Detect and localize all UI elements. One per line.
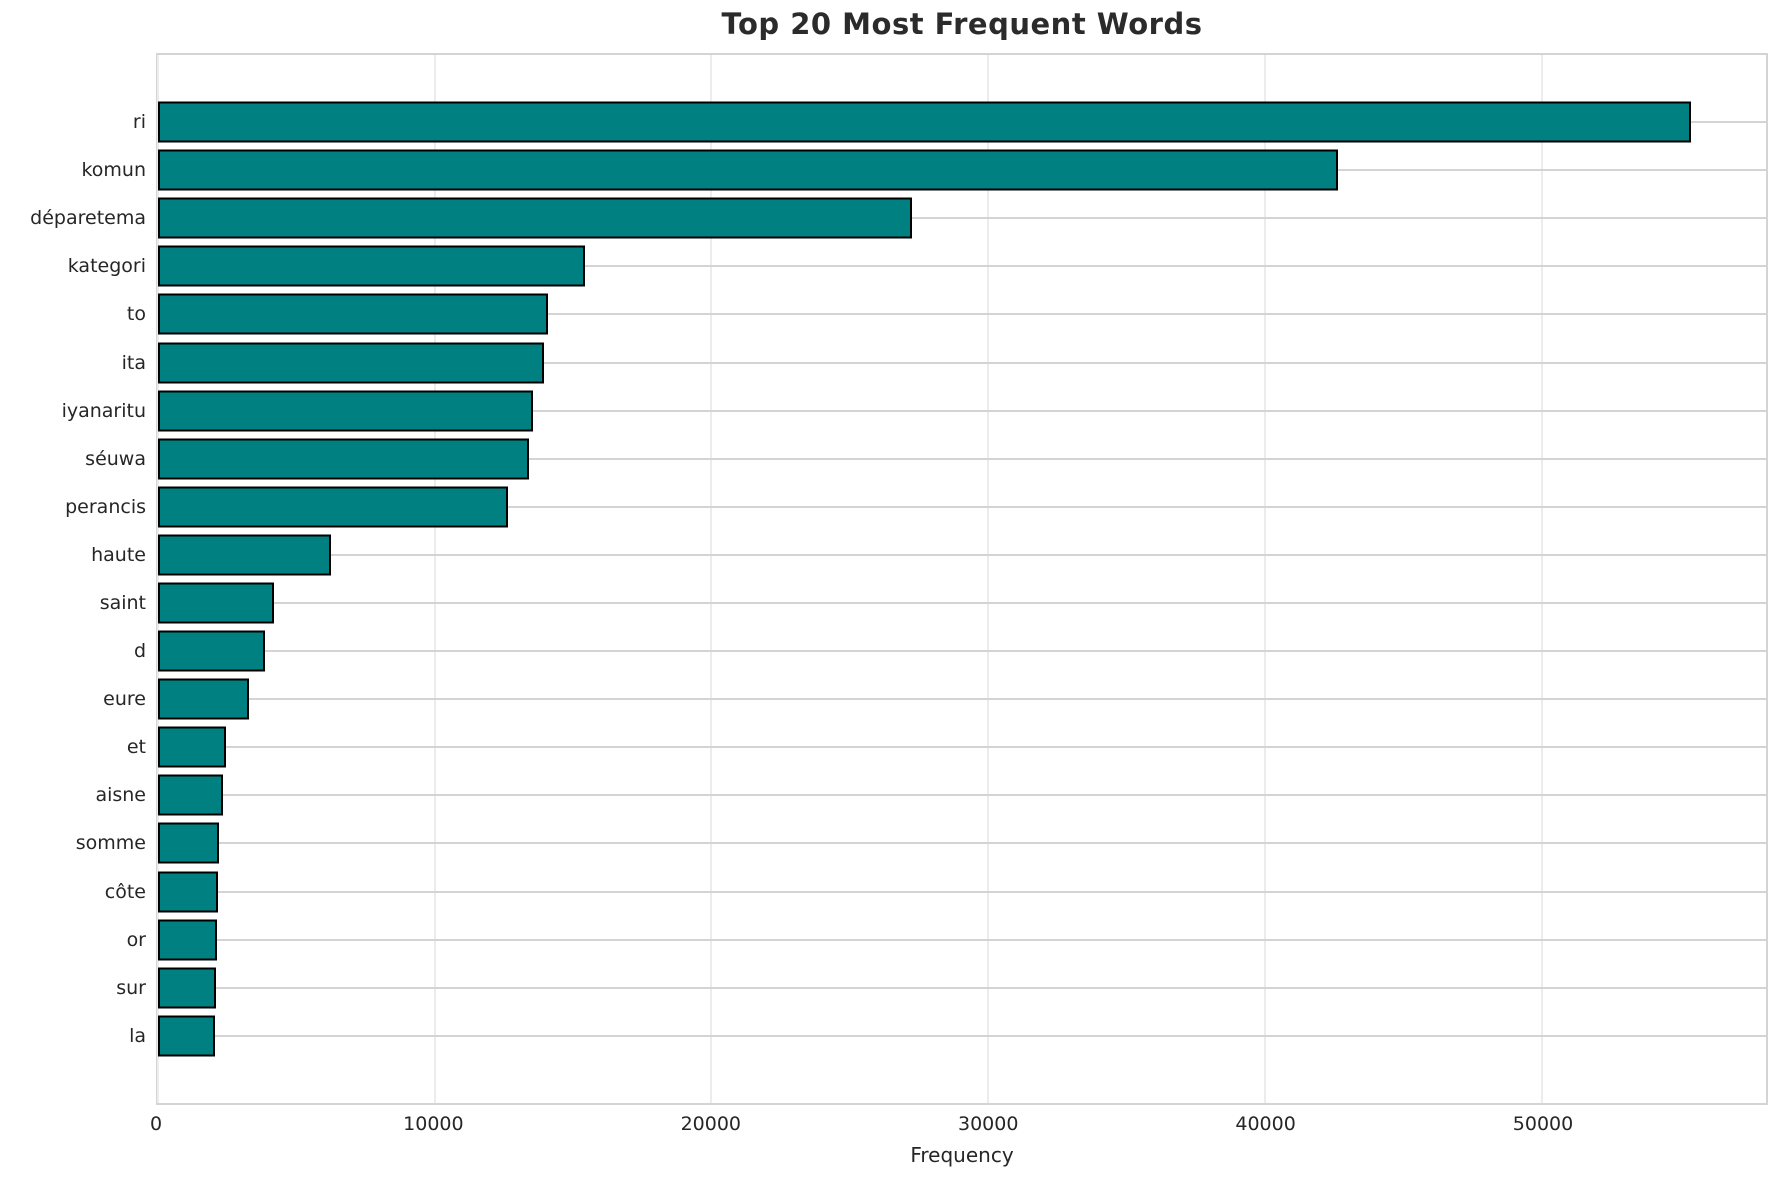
y-tick-label-or: or: [126, 928, 146, 951]
y-tick-label-eure: eure: [103, 688, 146, 711]
chart-row-kategori: kategori: [68, 242, 1766, 290]
y-tick-label-côte: côte: [104, 880, 146, 903]
gridline-y: [158, 217, 1766, 220]
gridline-y: [158, 361, 1766, 364]
gridline-x-10000: [433, 55, 436, 1103]
gridline-y: [158, 842, 1766, 845]
bar-saint: [158, 582, 274, 624]
gridline-x-50000: [1540, 55, 1543, 1103]
y-tick-label-ri: ri: [132, 111, 146, 134]
x-tick-label-20000: 20000: [680, 1113, 742, 1135]
chart-row-perancis: perancis: [65, 483, 1766, 531]
gridline-y: [158, 698, 1766, 701]
gridline-y: [158, 553, 1766, 556]
chart-row-aisne: aisne: [95, 771, 1766, 819]
bar-somme: [158, 822, 219, 864]
bar-to: [158, 293, 549, 335]
gridline-y: [158, 650, 1766, 653]
bar-eure: [158, 678, 249, 720]
chart-row-ita: ita: [122, 338, 1766, 386]
bar-ita: [158, 342, 545, 384]
bar-sur: [158, 967, 216, 1009]
gridline-y: [158, 1034, 1766, 1037]
chart-row-d: d: [134, 627, 1766, 675]
bar-ri: [158, 101, 1691, 143]
y-tick-label-kategori: kategori: [67, 255, 146, 278]
y-tick-label-iyanaritu: iyanaritu: [61, 399, 146, 422]
chart-row-et: et: [127, 723, 1766, 771]
y-tick-label-komun: komun: [81, 159, 146, 182]
x-tick-label-30000: 30000: [957, 1113, 1019, 1135]
y-tick-label-ita: ita: [121, 351, 146, 374]
y-tick-label-saint: saint: [99, 591, 146, 614]
bar-iyanaritu: [158, 390, 533, 432]
chart-row-ri: ri: [133, 98, 1766, 146]
gridline-y: [158, 265, 1766, 268]
y-tick-label-somme: somme: [75, 832, 146, 855]
chart-row-séuwa: séuwa: [85, 435, 1766, 483]
bar-d: [158, 630, 265, 672]
y-tick-label-perancis: perancis: [65, 495, 146, 518]
gridline-x-30000: [987, 55, 990, 1103]
gridline-y: [158, 890, 1766, 893]
bar-déparetema: [158, 197, 913, 239]
y-tick-label-déparetema: déparetema: [30, 207, 146, 230]
bar-komun: [158, 149, 1339, 191]
chart-row-déparetema: déparetema: [30, 194, 1766, 242]
y-tick-label-la: la: [129, 1024, 146, 1047]
chart-row-iyanaritu: iyanaritu: [62, 387, 1766, 435]
chart-row-komun: komun: [81, 146, 1766, 194]
gridline-y: [158, 938, 1766, 941]
y-tick-label-séuwa: séuwa: [85, 447, 146, 470]
chart-row-haute: haute: [91, 531, 1766, 579]
gridline-y: [158, 986, 1766, 989]
y-tick-label-to: to: [126, 303, 146, 326]
chart-row-sur: sur: [116, 964, 1766, 1012]
chart-row-to: to: [127, 290, 1766, 338]
y-tick-label-d: d: [133, 640, 146, 663]
y-tick-label-et: et: [126, 736, 146, 759]
chart-row-côte: côte: [105, 868, 1766, 916]
plot-area: ri komun déparetema kategori to ita iyanaritu s…: [30, 53, 1768, 1105]
bar-aisne: [158, 774, 223, 816]
bar-la: [158, 1015, 215, 1057]
bar-rows: ri komun déparetema kategori to ita iyanaritu s…: [30, 55, 1766, 1103]
x-axis-ticks: 0 10000 20000 30000 40000 50000: [150, 1113, 1768, 1139]
bar-haute: [158, 534, 331, 576]
chart-row-saint: saint: [100, 579, 1766, 627]
chart-row-somme: somme: [76, 819, 1766, 867]
chart-title: Top 20 Most Frequent Words: [721, 7, 1203, 41]
x-tick-label-10000: 10000: [403, 1113, 464, 1135]
chart-row-la: la: [129, 1012, 1766, 1060]
x-tick-label-50000: 50000: [1512, 1113, 1574, 1135]
chart-row-or: or: [127, 916, 1766, 964]
gridline-y: [158, 409, 1766, 412]
x-tick-label-0: 0: [149, 1113, 163, 1135]
gridline-y: [158, 746, 1766, 749]
bar-et: [158, 726, 226, 768]
bar-perancis: [158, 486, 509, 528]
chart-row-eure: eure: [103, 675, 1766, 723]
bar-côte: [158, 871, 218, 913]
bar-or: [158, 919, 217, 961]
gridline-y: [158, 313, 1766, 316]
y-tick-label-haute: haute: [91, 543, 146, 566]
gridline-x-20000: [710, 55, 713, 1103]
gridline-y: [158, 457, 1766, 460]
y-tick-label-sur: sur: [116, 976, 146, 999]
gridline-y: [158, 601, 1766, 604]
gridline-x-40000: [1263, 55, 1266, 1103]
bar-kategori: [158, 245, 585, 287]
gridline-y: [158, 794, 1766, 797]
gridline-y: [158, 505, 1766, 508]
x-axis-label: Frequency: [910, 1143, 1014, 1167]
y-tick-label-aisne: aisne: [95, 784, 146, 807]
x-tick-label-40000: 40000: [1235, 1113, 1296, 1135]
bar-séuwa: [158, 438, 530, 480]
gridline-x-0: [157, 55, 159, 1103]
